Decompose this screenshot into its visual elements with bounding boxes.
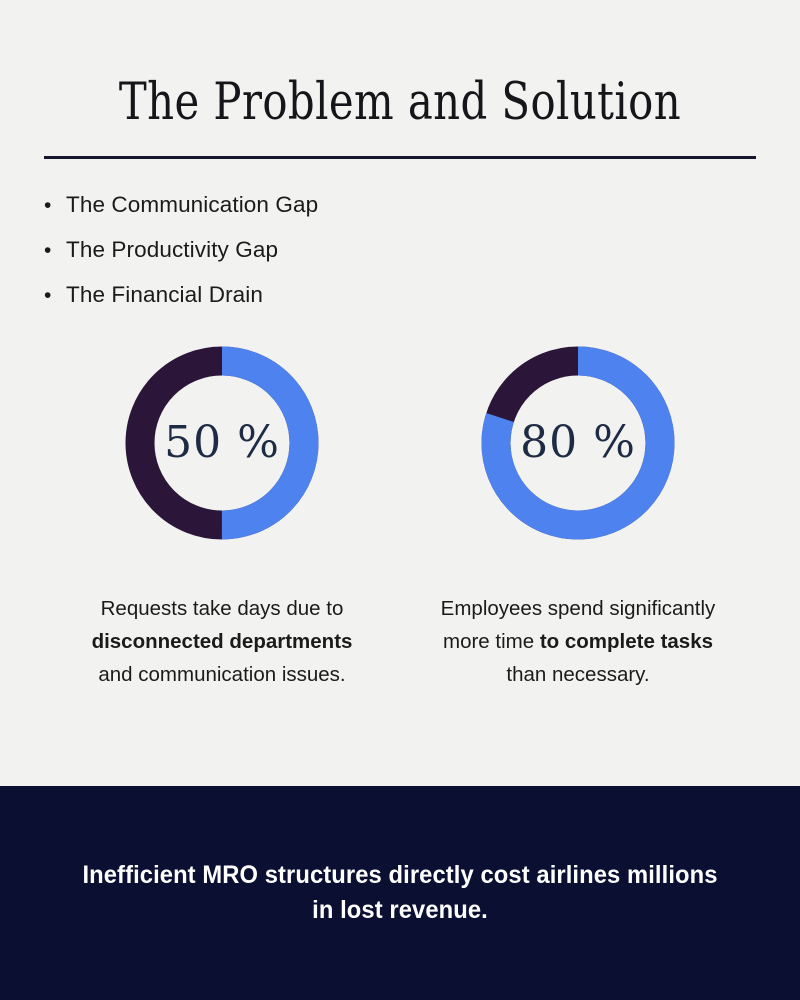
list-item-label: The Financial Drain — [66, 281, 263, 307]
list-item-label: The Communication Gap — [66, 191, 319, 217]
footer-banner: Inefficient MRO structures directly cost… — [0, 786, 800, 1000]
page-title: The Problem and Solution — [118, 73, 682, 132]
title-divider — [44, 155, 756, 159]
donut-chart-80-svg — [481, 346, 675, 540]
donut-chart-50-svg — [125, 346, 319, 540]
stat-block-second: 80 % Employees spend significantly more … — [400, 346, 756, 692]
donut-chart-50: 50 % — [125, 346, 319, 540]
caption-line-3-post: than — [506, 663, 547, 687]
donut-value-label: 80 % — [520, 417, 636, 469]
stats-row: 50 % Requests take days due to disconnec… — [44, 346, 756, 692]
caption-line-2-pre: significantly more time — [443, 596, 716, 653]
footer-line-1: Inefficient MRO structures directly cost… — [82, 860, 621, 889]
bullet-list: • The Communication Gap • The Productivi… — [44, 192, 756, 308]
footer-message: Inefficient MRO structures directly cost… — [71, 858, 728, 929]
donut-value-label: 50 % — [164, 417, 280, 469]
list-item: • The Productivity Gap — [44, 237, 756, 263]
stat-block-first: 50 % Requests take days due to disconnec… — [44, 346, 400, 692]
bullet-dot-icon: • — [44, 283, 52, 307]
donut-chart-80: 80 % — [481, 346, 675, 540]
slide-content: The Problem and Solution • The Communica… — [44, 73, 756, 692]
list-item: • The Communication Gap — [44, 192, 756, 218]
caption-line-1: Employees spend — [440, 596, 604, 620]
donut-value-arc — [125, 346, 319, 540]
stat-caption-second: Employees spend significantly more time … — [428, 592, 728, 692]
list-item: • The Financial Drain — [44, 282, 756, 308]
caption-line-3: and communication issues. — [98, 663, 346, 687]
donut-value-arc — [481, 346, 675, 540]
bullet-dot-icon: • — [44, 193, 52, 217]
bullet-dot-icon: • — [44, 238, 52, 262]
caption-emphasis: to complete tasks — [539, 629, 713, 653]
stat-caption-first: Requests take days due to disconnected d… — [72, 592, 372, 692]
caption-emphasis: disconnected departments — [91, 629, 353, 653]
footer-line-2: millions in lost revenue. — [312, 860, 718, 925]
caption-line-4: necessary. — [552, 663, 650, 687]
caption-line-1: Requests take days due to — [100, 596, 344, 620]
list-item-label: The Productivity Gap — [66, 236, 279, 262]
